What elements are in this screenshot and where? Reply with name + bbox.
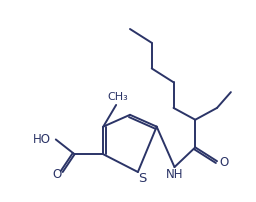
Text: O: O	[219, 156, 229, 169]
Text: NH: NH	[166, 168, 183, 181]
Text: CH₃: CH₃	[108, 92, 129, 102]
Text: S: S	[138, 173, 146, 185]
Text: O: O	[52, 168, 61, 181]
Text: HO: HO	[33, 133, 51, 146]
